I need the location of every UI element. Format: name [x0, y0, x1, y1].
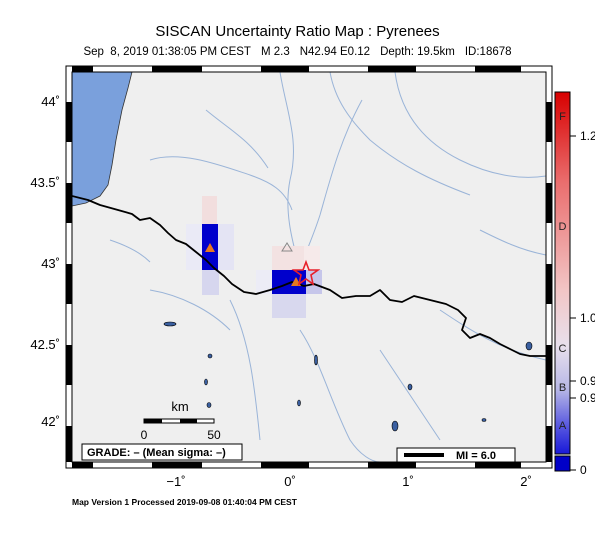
mmi-legend: MI = 6.0 — [396, 447, 516, 463]
map-title: SISCAN Uncertainty Ratio Map : Pyrenees — [155, 23, 440, 40]
inactive-station-icon — [281, 242, 293, 252]
lat-label: 43.5˚ — [30, 175, 60, 190]
lat-label: 43˚ — [41, 256, 60, 271]
colorbar-grade: C — [559, 343, 567, 355]
colorbar-grade: D — [559, 221, 567, 233]
lat-label: 42.5˚ — [30, 337, 60, 352]
scale-unit: km — [171, 399, 188, 414]
colorbar-value: 0 — [580, 463, 587, 477]
lon-label: 2˚ — [520, 474, 532, 489]
colorbar: F D C B A 1.2 1.0 0.9 0.9 0 — [554, 91, 595, 477]
lon-label: 0˚ — [284, 474, 296, 489]
event-depth: Depth: 19.5km — [380, 46, 455, 58]
processing-footer: Map Version 1 Processed 2019-09-08 01:40… — [72, 497, 297, 507]
lakes — [163, 321, 533, 432]
colorbar-value: 1.2 — [580, 129, 595, 143]
station-icon — [205, 243, 215, 252]
sea-area — [72, 72, 133, 207]
event-date: Sep 8, 2019 01:38:05 PM CEST — [83, 46, 251, 58]
border-line — [72, 195, 546, 357]
colorbar-grade: F — [559, 111, 566, 123]
lon-label: −1˚ — [166, 474, 185, 489]
scale-label: 50 — [207, 428, 221, 442]
rivers — [109, 72, 546, 462]
scale-label: 0 — [141, 428, 148, 442]
event-location: N42.94 E0.12 — [299, 46, 371, 58]
colorbar-value: 0.9 — [580, 391, 595, 405]
grade-box: GRADE: – (Mean sigma: –) — [81, 443, 243, 461]
lon-label: 1˚ — [402, 474, 414, 489]
colorbar-value: 0.9 — [580, 374, 595, 388]
mmi-label: MI = 6.0 — [456, 450, 496, 462]
lat-label: 44˚ — [41, 94, 60, 109]
grade-text: GRADE: – (Mean sigma: –) — [87, 447, 226, 459]
colorbar-value: 1.0 — [580, 311, 595, 325]
map-frame — [65, 65, 553, 469]
colorbar-grade: A — [559, 420, 567, 432]
event-magnitude: M 2.3 — [260, 46, 290, 58]
colorbar-grade: B — [559, 382, 566, 394]
epicenter-star-icon — [291, 259, 321, 286]
event-info: Sep 8, 2019 01:38:05 PM CEST M 2.3 N42.94 … — [0, 46, 595, 58]
event-id: ID:18678 — [464, 46, 512, 58]
lat-label: 42˚ — [41, 414, 60, 429]
scale-bar: km 0 50 — [141, 399, 221, 442]
